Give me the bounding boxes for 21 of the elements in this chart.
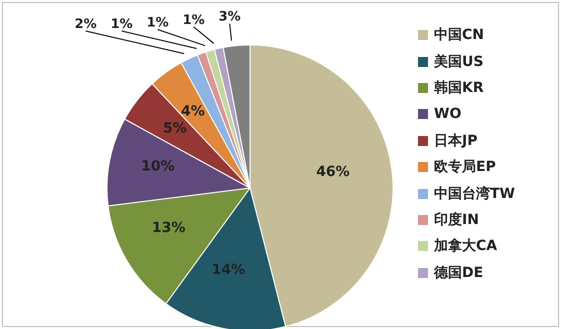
legend-label: 中国台湾TW	[434, 184, 515, 203]
data-label: 13%	[152, 220, 186, 236]
legend-label: 德国DE	[434, 264, 484, 282]
legend-label: 美国US	[434, 52, 484, 71]
data-label: 4%	[180, 103, 205, 120]
data-label: 3%	[218, 10, 241, 25]
legend-label: 中国CN	[434, 26, 484, 44]
data-label: 46%	[316, 164, 350, 180]
legend-label: 加拿大CA	[434, 237, 498, 256]
data-label: 5%	[163, 120, 187, 137]
legend-label: 印度IN	[434, 210, 479, 229]
legend-label: 韩国KR	[434, 78, 484, 97]
data-label: 1%	[110, 17, 133, 32]
legend-label: 日本JP	[434, 132, 478, 150]
legend-label: WO	[434, 106, 462, 122]
data-label: 1%	[146, 15, 169, 30]
data-label: 10%	[141, 158, 175, 174]
data-label: 1%	[182, 12, 205, 28]
data-label: 14%	[212, 262, 246, 278]
data-label: 2%	[74, 17, 97, 32]
legend-label: 欧专局EP	[434, 158, 496, 176]
